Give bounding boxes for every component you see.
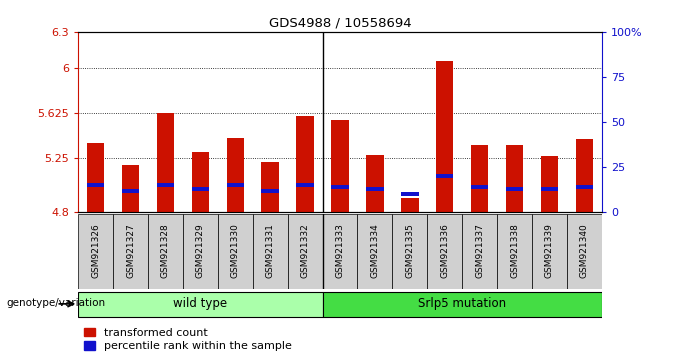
FancyBboxPatch shape [218,214,253,289]
FancyBboxPatch shape [462,214,497,289]
Bar [436,174,454,178]
Text: GSM921340: GSM921340 [580,223,589,278]
Bar [331,120,349,212]
Bar [471,145,488,212]
Bar [156,183,174,187]
Text: GSM921332: GSM921332 [301,223,309,278]
Bar [261,162,279,212]
Bar [192,187,209,191]
Text: GSM921329: GSM921329 [196,223,205,278]
Text: GSM921336: GSM921336 [440,223,449,278]
Bar [296,116,313,212]
FancyBboxPatch shape [322,214,358,289]
Bar [471,185,488,189]
Text: GSM921337: GSM921337 [475,223,484,278]
Bar [401,198,418,212]
Bar [226,138,244,212]
Text: genotype/variation: genotype/variation [7,298,106,308]
Text: GSM921334: GSM921334 [371,223,379,278]
Bar [506,145,524,212]
Text: GSM921338: GSM921338 [510,223,519,278]
Text: GSM921339: GSM921339 [545,223,554,278]
Bar [122,165,139,212]
FancyBboxPatch shape [78,292,322,317]
FancyBboxPatch shape [358,214,392,289]
FancyBboxPatch shape [183,214,218,289]
Bar [156,113,174,212]
Text: GSM921331: GSM921331 [266,223,275,278]
Bar [226,183,244,187]
FancyBboxPatch shape [253,214,288,289]
Bar [296,183,313,187]
Bar [366,187,384,191]
Bar [87,143,105,212]
Text: GSM921330: GSM921330 [231,223,240,278]
Text: GSM921335: GSM921335 [405,223,414,278]
FancyBboxPatch shape [113,214,148,289]
Bar [122,189,139,193]
FancyBboxPatch shape [148,214,183,289]
Text: Srlp5 mutation: Srlp5 mutation [418,297,506,310]
FancyBboxPatch shape [288,214,322,289]
Bar [331,185,349,189]
Bar [436,61,454,212]
FancyBboxPatch shape [322,292,602,317]
Bar [506,187,524,191]
Text: GSM921326: GSM921326 [91,223,100,278]
Text: GSM921333: GSM921333 [335,223,345,278]
Bar [541,156,558,212]
Legend: transformed count, percentile rank within the sample: transformed count, percentile rank withi… [84,328,292,351]
Title: GDS4988 / 10558694: GDS4988 / 10558694 [269,16,411,29]
Bar [366,155,384,212]
FancyBboxPatch shape [497,214,532,289]
Bar [192,152,209,212]
FancyBboxPatch shape [392,214,427,289]
Bar [575,185,593,189]
Bar [541,187,558,191]
FancyBboxPatch shape [78,214,113,289]
FancyBboxPatch shape [567,214,602,289]
FancyBboxPatch shape [532,214,567,289]
Text: GSM921328: GSM921328 [161,223,170,278]
Text: wild type: wild type [173,297,227,310]
Bar [575,139,593,212]
Bar [87,183,105,187]
FancyBboxPatch shape [427,214,462,289]
Text: GSM921327: GSM921327 [126,223,135,278]
Bar [261,189,279,193]
Bar [401,192,418,196]
